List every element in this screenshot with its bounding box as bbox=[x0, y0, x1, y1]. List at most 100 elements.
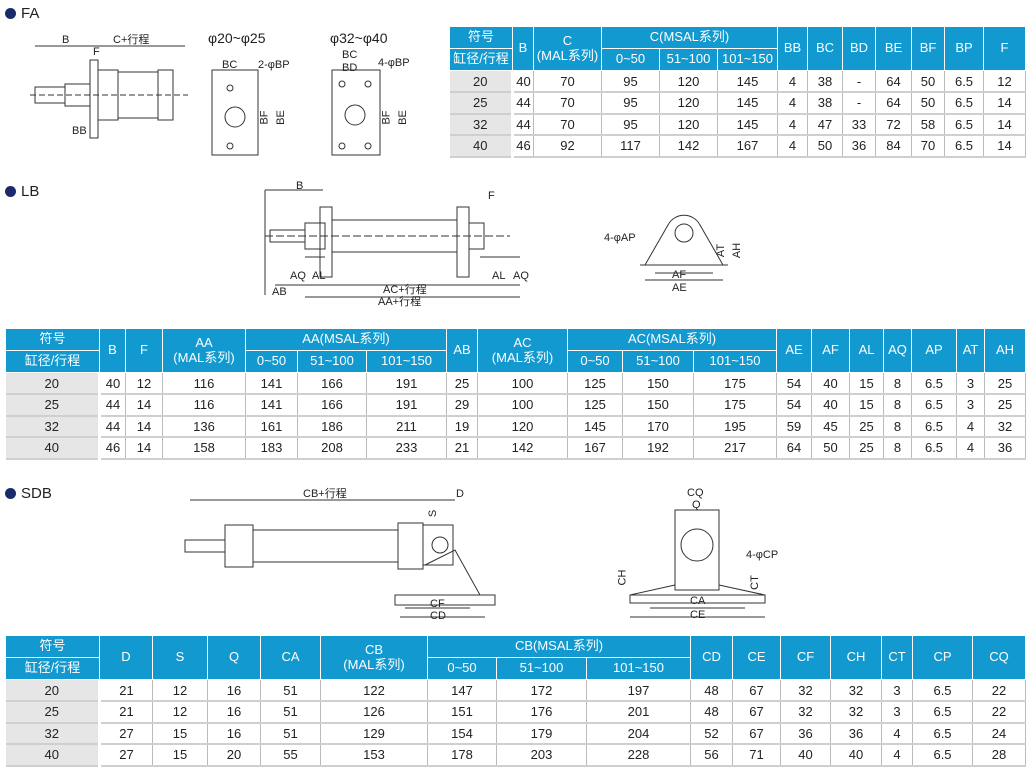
dim-ca: CA bbox=[690, 595, 706, 607]
dim-at: AT bbox=[715, 243, 728, 258]
value-cell: 145 bbox=[717, 92, 779, 115]
dim-af: AF bbox=[672, 269, 687, 281]
dim-b: B bbox=[62, 34, 70, 46]
header-stroke-range: 51~100 bbox=[622, 350, 694, 373]
table-row: 32 44 14 136 161 186 211 19 120 145 170 195 59 45 25 8 6… bbox=[5, 415, 1027, 438]
bore-size-cell: 20 bbox=[5, 679, 101, 702]
value-cell: 70 bbox=[533, 92, 602, 115]
dim-bf: BF bbox=[380, 110, 393, 125]
dim-bc: BC bbox=[342, 49, 358, 61]
value-cell: 117 bbox=[601, 135, 660, 158]
section-label: SDB bbox=[21, 485, 52, 502]
value-cell: 15 bbox=[152, 722, 208, 745]
dim-ab: AB bbox=[272, 286, 287, 298]
value-cell: 186 bbox=[297, 415, 367, 438]
header-stroke-range: 51~100 bbox=[297, 350, 367, 373]
table-row: 25 44 70 95 120 145 4 38-64 50 6.5 14 bbox=[449, 92, 1027, 115]
header-symbol: 符号 bbox=[5, 635, 100, 658]
value-cell: 36 bbox=[830, 722, 883, 745]
header-bc: BC bbox=[807, 26, 844, 71]
value-cell: 25 bbox=[446, 372, 478, 395]
dim-ch: CH bbox=[616, 569, 629, 586]
dim-al: AL bbox=[312, 270, 326, 282]
value-cell: 32 bbox=[780, 679, 832, 702]
value-cell: 228 bbox=[586, 744, 692, 767]
value-cell: 4 bbox=[881, 744, 914, 767]
value-cell: 46 bbox=[99, 437, 126, 460]
header-stroke-range: 101~150 bbox=[716, 48, 779, 71]
value-cell: 8 bbox=[883, 415, 913, 438]
dim-cd: CD bbox=[430, 610, 446, 622]
value-cell: 120 bbox=[477, 415, 568, 438]
bore-size-cell: 32 bbox=[5, 722, 101, 745]
section-label: FA bbox=[21, 5, 40, 22]
header-group: AC(MSAL系列) bbox=[566, 328, 778, 351]
value-cell: 4 bbox=[777, 135, 809, 158]
section-title-fa: FA bbox=[5, 5, 39, 22]
value-cell: 55 bbox=[260, 744, 321, 767]
sdb-dimension-table: 符号 D S Q CA CB (MAL系列) CB(MSAL系列) CD CE CF CH CT CP C… bbox=[5, 635, 1027, 767]
value-cell: - bbox=[842, 70, 877, 93]
dim-ah: AH bbox=[731, 242, 744, 259]
table-row: 25 44 14 116 141 166 191 29 100 125 150 175 54 40 15 8 6… bbox=[5, 394, 1027, 417]
value-cell: 158 bbox=[162, 437, 246, 460]
value-cell: 22 bbox=[972, 701, 1027, 724]
value-cell: 6.5 bbox=[944, 135, 985, 158]
value-cell: 14 bbox=[983, 135, 1027, 158]
value-cell: 145 bbox=[717, 113, 779, 136]
value-cell: 40 bbox=[780, 744, 832, 767]
value-cell: 64 bbox=[776, 437, 813, 460]
value-cell: 50 bbox=[811, 437, 851, 460]
value-cell: 14 bbox=[983, 92, 1027, 115]
value-cell: 95 bbox=[601, 70, 660, 93]
value-cell: 6.5 bbox=[944, 92, 985, 115]
value-cell: 211 bbox=[366, 415, 447, 438]
value-cell: 16 bbox=[207, 679, 261, 702]
value-cell: 22 bbox=[972, 679, 1027, 702]
value-cell: 54 bbox=[776, 372, 813, 395]
header-bb: BB bbox=[777, 26, 809, 71]
header-ap: AP bbox=[911, 328, 958, 373]
header-cb: CB (MAL系列) bbox=[320, 635, 428, 680]
header-bore-stroke: 缸径/行程 bbox=[449, 48, 513, 71]
value-cell: 179 bbox=[496, 722, 587, 745]
value-cell: 145 bbox=[717, 70, 779, 93]
value-cell: 29 bbox=[446, 394, 478, 417]
value-cell: 129 bbox=[320, 722, 428, 745]
value-cell: 12 bbox=[152, 679, 208, 702]
value-cell: 100 bbox=[477, 394, 568, 417]
value-cell: 3 bbox=[956, 372, 986, 395]
value-cell: 32 bbox=[830, 679, 883, 702]
header-bd: BD bbox=[842, 26, 877, 71]
value-cell: 44 bbox=[512, 113, 534, 136]
table-row: 32 27 15 16 51 129 154 179 204 52 67 36 36 4 6.5 24 bbox=[5, 722, 1027, 745]
table-row: 40 27 15 20 55 153 178 203 228 56 71 40 40 4 6.5 28 bbox=[5, 744, 1027, 767]
header-f: F bbox=[125, 328, 163, 373]
value-cell: 3 bbox=[881, 701, 914, 724]
value-cell: 6.5 bbox=[944, 70, 985, 93]
value-cell: 58 bbox=[911, 113, 946, 136]
header-q: Q bbox=[207, 635, 261, 680]
value-cell: 19 bbox=[446, 415, 478, 438]
dim-q: Q bbox=[692, 499, 701, 511]
value-cell: 8 bbox=[883, 372, 913, 395]
header-stroke-range: 0~50 bbox=[601, 48, 660, 71]
header-cq: CQ bbox=[972, 635, 1027, 680]
dim-bf: BF bbox=[258, 110, 271, 125]
value-cell: 167 bbox=[567, 437, 623, 460]
value-cell: 64 bbox=[875, 70, 913, 93]
value-cell: 233 bbox=[366, 437, 447, 460]
value-cell: 27 bbox=[99, 722, 153, 745]
value-cell: 21 bbox=[446, 437, 478, 460]
fa-small-title: φ20~φ25 bbox=[208, 30, 266, 46]
value-cell: 27 bbox=[99, 744, 153, 767]
value-cell: 136 bbox=[162, 415, 246, 438]
value-cell: 191 bbox=[366, 372, 447, 395]
section-title-sdb: SDB bbox=[5, 485, 52, 502]
dim-bd: BD bbox=[342, 62, 358, 74]
value-cell: 183 bbox=[245, 437, 298, 460]
value-cell: 6.5 bbox=[912, 679, 974, 702]
header-bp: BP bbox=[944, 26, 985, 71]
lb-front-drawing bbox=[640, 214, 728, 281]
header-stroke-range: 51~100 bbox=[659, 48, 718, 71]
